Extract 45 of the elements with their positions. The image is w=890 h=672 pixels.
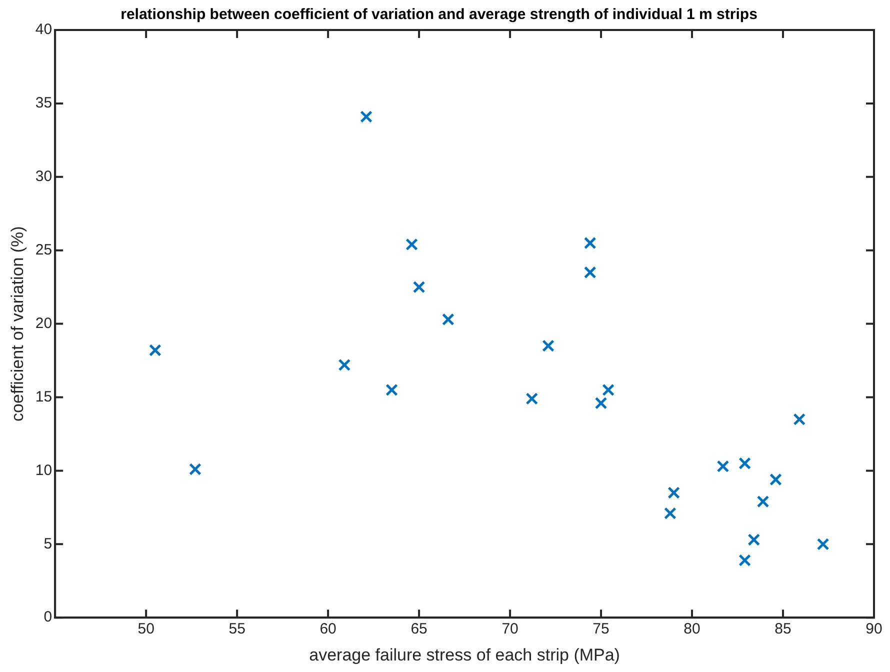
- chart-title: relationship between coefficient of variation and average strength of individual 1 m strips: [120, 6, 758, 24]
- y-tick-label: 20: [35, 314, 52, 332]
- y-tick-label: 15: [35, 388, 52, 406]
- point: [594, 396, 608, 410]
- point: [668, 486, 680, 499]
- point: [584, 266, 596, 279]
- point: [526, 392, 538, 405]
- y-tick-label: 5: [44, 535, 52, 552]
- point: [386, 384, 398, 396]
- x-tick-label: 90: [866, 620, 882, 638]
- x-tick-label: 55: [228, 620, 246, 638]
- x-axis-title: average failure stress of each strip (MPa): [309, 645, 620, 664]
- point: [738, 457, 751, 470]
- y-axis-title: coefficient of variation (%): [8, 226, 27, 422]
- point: [412, 280, 426, 294]
- point: [584, 236, 596, 250]
- x-tick-label: 60: [320, 620, 336, 638]
- x-tick-label: 65: [410, 620, 428, 638]
- point: [756, 495, 770, 508]
- point: [189, 463, 202, 476]
- point: [748, 534, 760, 546]
- y-tick-label: 35: [35, 94, 52, 112]
- x-tick-label: 75: [592, 620, 610, 638]
- y-tick-label: 0: [44, 608, 52, 626]
- y-tick-label: 25: [35, 241, 52, 258]
- point: [542, 340, 554, 352]
- point: [406, 238, 418, 251]
- point: [770, 473, 782, 486]
- point: [442, 313, 454, 326]
- x-tick-label: 70: [502, 620, 518, 638]
- point: [738, 554, 751, 567]
- y-tick-label: 40: [35, 21, 52, 38]
- x-tick-label: 85: [774, 620, 792, 638]
- y-tick-label: 10: [35, 462, 52, 479]
- x-tick-label: 80: [684, 620, 700, 638]
- point: [360, 110, 372, 123]
- point: [148, 344, 162, 356]
- y-tick-label: 30: [35, 168, 52, 186]
- point: [602, 384, 615, 396]
- point: [338, 358, 351, 372]
- point: [716, 460, 730, 472]
- point: [793, 413, 806, 426]
- point: [664, 507, 676, 520]
- x-tick-label: 50: [138, 620, 154, 638]
- point: [816, 538, 830, 550]
